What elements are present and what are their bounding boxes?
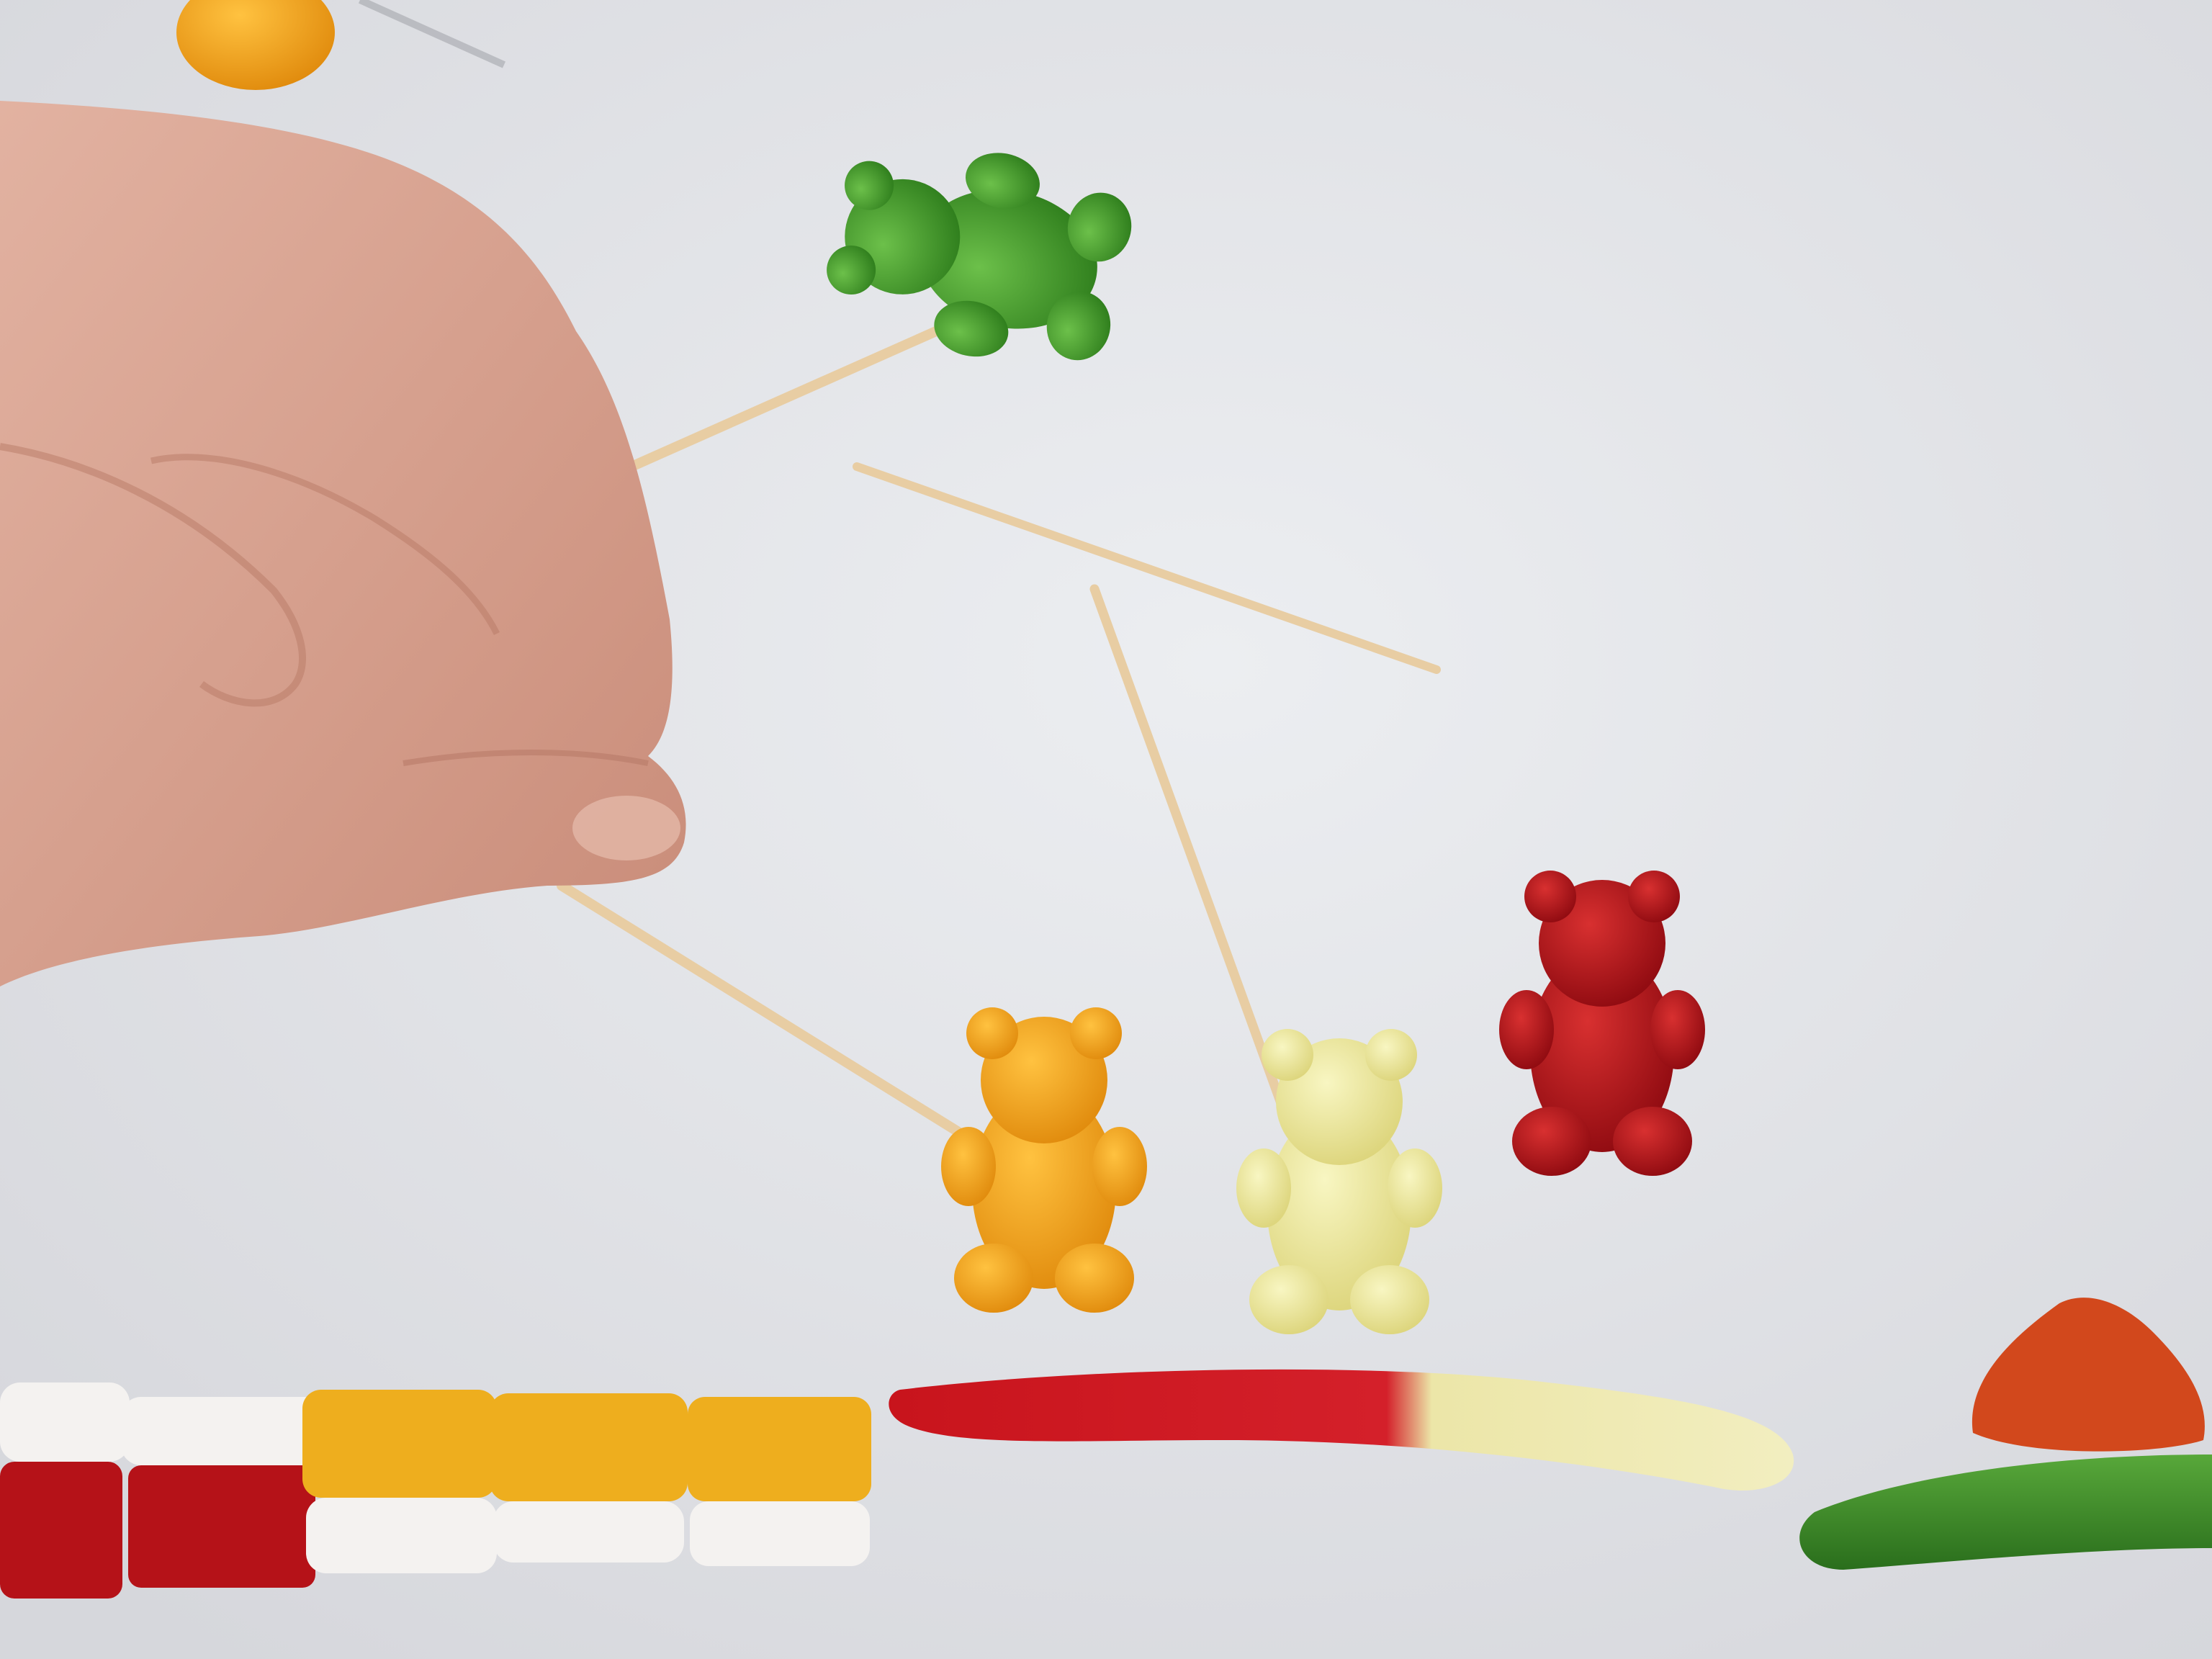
toothpick-loose xyxy=(853,462,1441,674)
candy-cube-1 xyxy=(0,1382,130,1599)
orange-gummy-bear xyxy=(941,1007,1147,1313)
hand xyxy=(0,101,686,986)
gummy-worm-red-yellow xyxy=(889,1369,1794,1491)
candy-cube-3 xyxy=(302,1390,497,1573)
toothpick-orange-bear xyxy=(557,881,984,1150)
gummy-worm-green xyxy=(1799,1455,2212,1570)
candy-cube-4 xyxy=(490,1393,688,1563)
yellow-gummy-bear xyxy=(1236,1029,1442,1334)
red-gummy-bear xyxy=(1499,871,1705,1176)
strawberry-gummy xyxy=(1972,1298,2205,1452)
green-gummy-bear xyxy=(827,153,1132,361)
candy-cube-2 xyxy=(121,1397,330,1588)
partial-orange-bear-top xyxy=(176,0,506,90)
candy-cubes xyxy=(0,1382,871,1599)
candy-cube-5 xyxy=(688,1397,871,1566)
